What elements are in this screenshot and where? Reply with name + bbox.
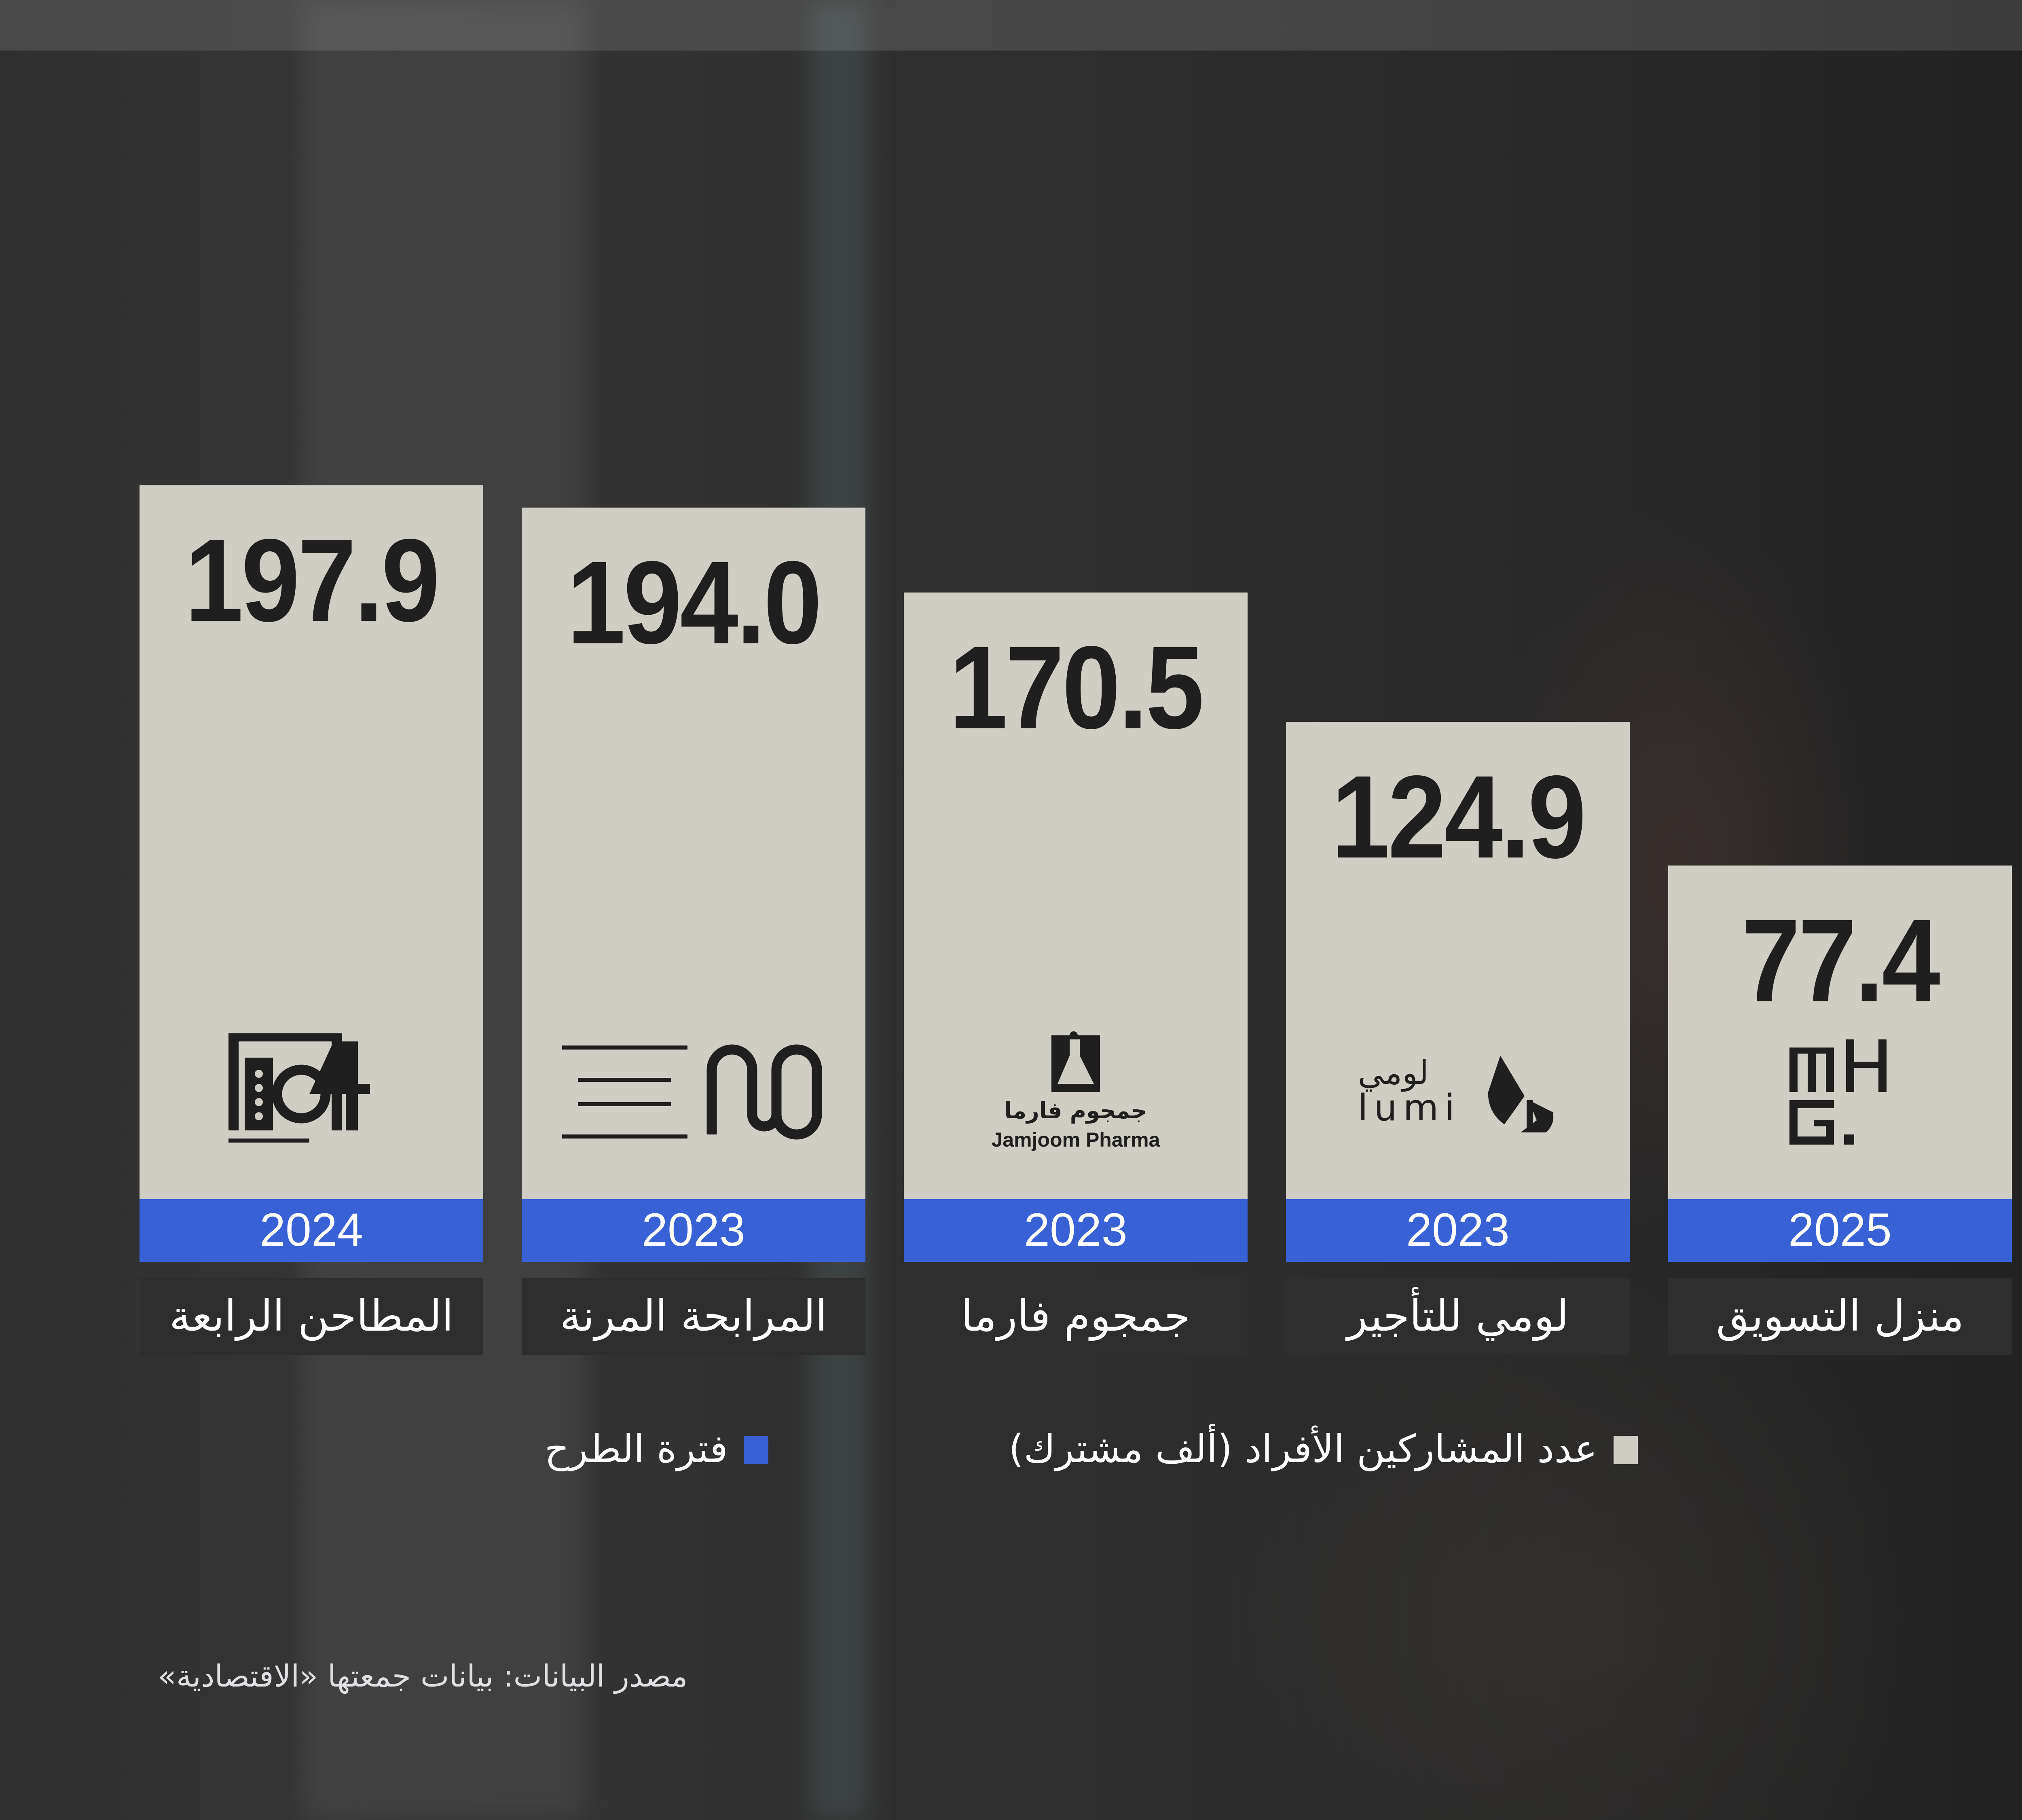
bar-fourth-milling: 197.9 bbox=[140, 485, 483, 1199]
fourth-milling-logo-icon bbox=[228, 1033, 370, 1143]
period-band: 2023 bbox=[522, 1199, 865, 1262]
bar-value: 197.9 bbox=[185, 516, 440, 648]
mhg-logo-icon bbox=[1789, 1039, 1887, 1145]
jamjoom-pharma-logo: جمجوم فارما Jamjoom Pharma bbox=[904, 1021, 1248, 1163]
legend-item-participants: عدد المشاركين الأفراد (ألف مشترك) bbox=[1009, 1428, 1638, 1472]
period-band: 2025 bbox=[1668, 1199, 2012, 1262]
bar-marketing-home: 77.4 bbox=[1668, 866, 2012, 1199]
logo-text: لومي bbox=[1358, 1054, 1429, 1092]
bar-value: 194.0 bbox=[567, 539, 822, 671]
top-band bbox=[0, 0, 2022, 51]
legend-swatch-blue bbox=[744, 1436, 768, 1464]
company-name: لومي للتأجير bbox=[1286, 1278, 1630, 1355]
logo-subtext: lumi bbox=[1358, 1088, 1461, 1130]
marna-logo-icon bbox=[562, 1044, 822, 1140]
fourth-milling-logo bbox=[140, 1021, 483, 1163]
logo-subtext: Jamjoom Pharma bbox=[991, 1130, 1160, 1153]
legend-item-period: فترة الطرح bbox=[544, 1428, 768, 1472]
bar-value: 170.5 bbox=[949, 624, 1204, 756]
title-line: للاكتتابـــات فـــي bbox=[1941, 744, 2022, 922]
bar-value: 124.9 bbox=[1331, 753, 1586, 885]
legend: عدد المشاركين الأفراد (ألف مشترك) فترة ا… bbox=[506, 1428, 1638, 1488]
legend-label: عدد المشاركين الأفراد (ألف مشترك) bbox=[1009, 1428, 1597, 1472]
period-band: 2023 bbox=[904, 1199, 1248, 1262]
data-source: مصدر البيانات: بيانات جمعتها «الاقتصادية… bbox=[158, 1658, 688, 1695]
period-band: 2023 bbox=[1286, 1199, 1630, 1262]
company-name: منزل التسويق bbox=[1668, 1278, 2012, 1355]
period-band: 2024 bbox=[140, 1199, 483, 1262]
bar-jamjoom-pharma: 170.5 جمجوم فارما Jamjoom Pharma bbox=[904, 593, 1248, 1199]
title-line: تراجع شهية الأفراد bbox=[1941, 566, 2022, 744]
company-name: جمجوم فارما bbox=[904, 1278, 1248, 1355]
bar-marna: 194.0 bbox=[522, 508, 865, 1199]
logo-text: جمجوم فارما bbox=[1004, 1098, 1147, 1124]
title-line: السوق السعوديـة bbox=[1941, 922, 2022, 1100]
bar-lumi: 124.9 لومي lumi bbox=[1286, 722, 1630, 1199]
company-name: المرابحة المرنة bbox=[522, 1278, 865, 1355]
marna-logo bbox=[522, 1021, 865, 1163]
page-title: تراجع شهية الأفراد للاكتتابـــات فـــي ا… bbox=[1941, 566, 2022, 1100]
lumi-icon bbox=[1489, 1056, 1555, 1132]
legend-swatch-gray bbox=[1614, 1436, 1638, 1464]
company-name: المطاحن الرابعة bbox=[140, 1278, 483, 1355]
legend-label: فترة الطرح bbox=[544, 1428, 728, 1472]
lumi-logo: لومي lumi bbox=[1286, 1021, 1630, 1163]
flask-icon bbox=[1051, 1031, 1100, 1092]
mhg-logo bbox=[1668, 1021, 2012, 1163]
bar-value: 77.4 bbox=[1741, 897, 1940, 1029]
